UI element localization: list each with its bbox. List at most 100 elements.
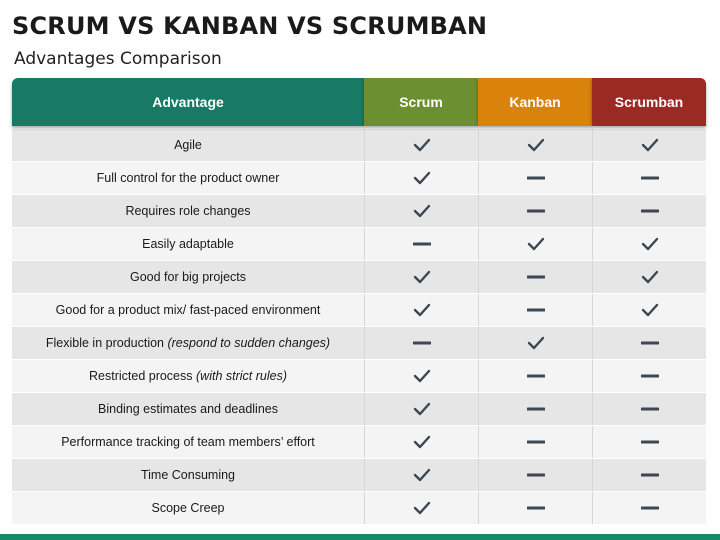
dash-icon <box>411 235 433 253</box>
advantage-label: Requires role changes <box>125 204 251 218</box>
scrum-cell <box>364 261 478 293</box>
scrumban-cell <box>592 162 706 194</box>
dash-icon <box>525 433 547 451</box>
kanban-cell <box>478 228 592 260</box>
scrumban-cell <box>592 459 706 491</box>
advantage-cell: Good for big projects <box>12 261 364 293</box>
check-icon <box>639 301 661 319</box>
column-header-label: Scrum <box>399 94 443 110</box>
table-row: Performance tracking of team members’ ef… <box>12 426 706 459</box>
scrumban-cell <box>592 327 706 359</box>
kanban-cell <box>478 426 592 458</box>
table-row: Flexible in production (respond to sudde… <box>12 327 706 360</box>
advantage-label: Good for a product mix/ fast-paced envir… <box>55 303 321 317</box>
advantage-note: (with strict rules) <box>196 369 287 383</box>
kanban-cell <box>478 459 592 491</box>
table-row: Full control for the product owner <box>12 162 706 195</box>
scrumban-cell <box>592 261 706 293</box>
scrumban-cell <box>592 360 706 392</box>
scrum-cell <box>364 426 478 458</box>
table-header: Advantage Scrum Kanban Scrumban <box>12 78 706 126</box>
column-header-kanban: Kanban <box>478 78 592 126</box>
check-icon <box>411 367 433 385</box>
column-header-scrum: Scrum <box>364 78 478 126</box>
check-icon <box>525 235 547 253</box>
dash-icon <box>639 334 661 352</box>
check-icon <box>639 235 661 253</box>
scrum-cell <box>364 162 478 194</box>
check-icon <box>525 334 547 352</box>
dash-icon <box>525 466 547 484</box>
table-row: Binding estimates and deadlines <box>12 393 706 426</box>
check-icon <box>411 400 433 418</box>
scrum-cell <box>364 327 478 359</box>
page-title: SCRUM VS KANBAN VS SCRUMBAN <box>12 12 488 40</box>
scrum-cell <box>364 393 478 425</box>
table-row: Agile <box>12 129 706 162</box>
kanban-cell <box>478 360 592 392</box>
dash-icon <box>525 400 547 418</box>
advantage-label: Full control for the product owner <box>96 171 280 185</box>
column-header-label: Kanban <box>509 94 561 110</box>
comparison-table: Advantage Scrum Kanban Scrumban Agile Ful… <box>12 78 706 525</box>
advantage-label: Agile <box>174 138 202 152</box>
table-row: Good for big projects <box>12 261 706 294</box>
kanban-cell <box>478 294 592 326</box>
kanban-cell <box>478 162 592 194</box>
column-header-scrumban: Scrumban <box>592 78 706 126</box>
bottom-accent-bar <box>0 534 720 540</box>
scrum-cell <box>364 492 478 524</box>
dash-icon <box>639 466 661 484</box>
scrum-cell <box>364 129 478 161</box>
scrumban-cell <box>592 492 706 524</box>
table-row: Restricted process (with strict rules) <box>12 360 706 393</box>
scrum-cell <box>364 195 478 227</box>
advantage-label: Time Consuming <box>140 468 235 482</box>
scrumban-cell <box>592 129 706 161</box>
column-header-advantage: Advantage <box>12 78 364 126</box>
advantage-cell: Flexible in production (respond to sudde… <box>12 327 364 359</box>
advantage-label: Performance tracking of team members’ ef… <box>61 435 315 449</box>
advantage-label: Scope Creep <box>151 501 225 515</box>
check-icon <box>411 136 433 154</box>
scrum-cell <box>364 228 478 260</box>
dash-icon <box>639 367 661 385</box>
advantage-cell: Agile <box>12 129 364 161</box>
check-icon <box>639 136 661 154</box>
scrumban-cell <box>592 195 706 227</box>
check-icon <box>411 202 433 220</box>
dash-icon <box>411 334 433 352</box>
table-row: Requires role changes <box>12 195 706 228</box>
advantage-cell: Requires role changes <box>12 195 364 227</box>
table-body: Agile Full control for the product owner R… <box>12 129 706 525</box>
dash-icon <box>525 367 547 385</box>
dash-icon <box>639 400 661 418</box>
check-icon <box>411 499 433 517</box>
scrumban-cell <box>592 228 706 260</box>
dash-icon <box>525 202 547 220</box>
kanban-cell <box>478 327 592 359</box>
check-icon <box>411 169 433 187</box>
dash-icon <box>525 169 547 187</box>
kanban-cell <box>478 129 592 161</box>
advantage-label: Flexible in production <box>45 336 164 350</box>
check-icon <box>525 136 547 154</box>
advantage-label: Binding estimates and deadlines <box>98 402 278 416</box>
advantage-cell: Restricted process (with strict rules) <box>12 360 364 392</box>
advantage-cell: Time Consuming <box>12 459 364 491</box>
scrum-cell <box>364 360 478 392</box>
column-header-label: Advantage <box>152 94 224 110</box>
advantage-note: (respond to sudden changes) <box>167 336 331 350</box>
check-icon <box>411 433 433 451</box>
scrum-cell <box>364 294 478 326</box>
dash-icon <box>639 499 661 517</box>
advantage-label: Restricted process <box>89 369 193 383</box>
table-row: Good for a product mix/ fast-paced envir… <box>12 294 706 327</box>
dash-icon <box>525 499 547 517</box>
kanban-cell <box>478 195 592 227</box>
kanban-cell <box>478 261 592 293</box>
check-icon <box>411 466 433 484</box>
check-icon <box>411 301 433 319</box>
dash-icon <box>525 268 547 286</box>
dash-icon <box>639 202 661 220</box>
